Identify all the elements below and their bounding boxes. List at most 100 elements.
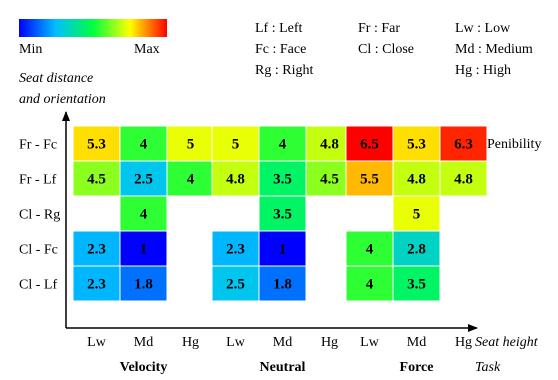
cell-value-label: 5.3: [87, 137, 106, 153]
cell-value-label: 1: [279, 242, 287, 258]
penibility-label: Penibility: [487, 137, 541, 152]
cell-value-label: 1.8: [134, 277, 153, 293]
cell-value-label: 4: [140, 207, 148, 223]
cell-value-label: 2.3: [226, 242, 245, 258]
row-label: Fr - Lf: [19, 173, 57, 188]
cell-value-label: 5: [232, 137, 240, 153]
cell-value-label: 4.8: [454, 172, 473, 188]
y-axis-label-line1: Seat distance: [19, 71, 93, 86]
heatmap-cell: [119, 230, 168, 267]
cell-value-label: 5.5: [360, 172, 379, 188]
heatmap-cell: [119, 195, 168, 232]
column-label: Md: [273, 335, 292, 350]
column-label: Hg: [455, 335, 472, 350]
cell-value-label: 6.5: [360, 137, 379, 153]
cell-value-label: 4.8: [226, 172, 245, 188]
column-label: Lw: [226, 335, 246, 350]
legend-cl: Cl : Close: [358, 42, 414, 57]
cell-value-label: 1: [140, 242, 148, 258]
heatmap-cell: [72, 125, 121, 162]
cell-value-label: 5: [413, 207, 421, 223]
row-label: Cl - Rg: [19, 208, 60, 223]
heatmap-cell: [119, 265, 168, 302]
task-labels: Velocity Neutral Force: [120, 360, 434, 375]
task-group-label: Velocity: [120, 360, 168, 375]
row-label: Fr - Fc: [19, 138, 57, 153]
row-label: Cl - Fc: [19, 243, 58, 258]
cell-value-label: 4: [279, 137, 287, 153]
legend-fc: Fc : Face: [255, 42, 306, 57]
heatmap-cell: [166, 125, 215, 162]
column-label: Md: [134, 335, 153, 350]
cell-value-label: 2.3: [87, 242, 106, 258]
heatmap-cell: [439, 160, 488, 197]
cell-value-label: 5: [187, 137, 195, 153]
heatmap-cell: [119, 125, 168, 162]
cell-value-label: 2.5: [134, 172, 153, 188]
heatmap-cell: [305, 125, 354, 162]
heatmap-cell: [345, 160, 394, 197]
cell-value-label: 4: [140, 137, 148, 153]
cell-value-label: 2.3: [87, 277, 106, 293]
heatmap-cell: [211, 265, 260, 302]
heatmap-cell: [345, 125, 394, 162]
heatmap-cell: [439, 125, 488, 162]
heatmap-cell: [258, 230, 307, 267]
task-group-label: Neutral: [260, 360, 306, 375]
cell-value-label: 4: [366, 242, 374, 258]
heatmap-cells: 5.3 4 5 4.5 2.5 4 4 2.3 1 2.3 1.8 5 4 4.8 4.8 3.5 4.5 3.5…: [72, 125, 488, 302]
x-axis-label: Seat height: [475, 335, 539, 350]
cell-value-label: 2.8: [407, 242, 426, 258]
legend-md: Md : Medium: [455, 42, 533, 57]
legend-fr: Fr : Far: [358, 21, 400, 36]
heatmap-cell: [166, 160, 215, 197]
column-label: Hg: [321, 335, 338, 350]
heatmap-cell: [211, 160, 260, 197]
column-labels: Lw Md Hg Lw Md Hg Lw Md Hg: [87, 335, 472, 350]
column-label: Hg: [182, 335, 199, 350]
column-label: Md: [407, 335, 426, 350]
cell-value-label: 3.5: [273, 172, 292, 188]
heatmap-cell: [258, 125, 307, 162]
legend-lw: Lw : Low: [455, 21, 511, 36]
heatmap-cell: [72, 160, 121, 197]
cell-value-label: 4.8: [320, 137, 339, 153]
colorbar: [19, 19, 167, 37]
y-axis-label-line2: and orientation: [19, 92, 106, 107]
heatmap-cell: [392, 125, 441, 162]
row-label: Cl - Lf: [19, 278, 57, 293]
colorbar-max-label: Max: [134, 42, 160, 57]
column-label: Lw: [87, 335, 107, 350]
heatmap-cell: [258, 160, 307, 197]
heatmap-cell: [258, 265, 307, 302]
heatmap-cell: [345, 230, 394, 267]
column-label: Lw: [360, 335, 380, 350]
heatmap-cell: [392, 265, 441, 302]
cell-value-label: 6.3: [454, 137, 473, 153]
cell-value-label: 1.8: [273, 277, 292, 293]
abbreviation-legend: Lf : Left Fc : Face Rg : Right Fr : Far …: [255, 21, 533, 78]
cell-value-label: 4: [366, 277, 374, 293]
cell-value-label: 4.8: [407, 172, 426, 188]
row-labels: Fr - Fc Fr - Lf Cl - Rg Cl - Fc Cl - Lf: [19, 138, 60, 293]
colorbar-min-label: Min: [19, 42, 42, 57]
task-group-label: Force: [400, 360, 434, 375]
heatmap-cell: [211, 125, 260, 162]
cell-value-label: 4.5: [320, 172, 339, 188]
cell-value-label: 3.5: [407, 277, 426, 293]
cell-value-label: 4: [187, 172, 195, 188]
cell-value-label: 2.5: [226, 277, 245, 293]
heatmap-cell: [72, 230, 121, 267]
heatmap-cell: [72, 265, 121, 302]
cell-value-label: 3.5: [273, 207, 292, 223]
legend-rg: Rg : Right: [255, 63, 313, 78]
cell-value-label: 4.5: [87, 172, 106, 188]
heatmap-cell: [392, 195, 441, 232]
legend-hg: Hg : High: [455, 63, 511, 78]
task-label: Task: [475, 360, 501, 375]
heatmap-cell: [211, 230, 260, 267]
legend-lf: Lf : Left: [255, 21, 303, 36]
heatmap-cell: [305, 160, 354, 197]
heatmap-cell: [258, 195, 307, 232]
